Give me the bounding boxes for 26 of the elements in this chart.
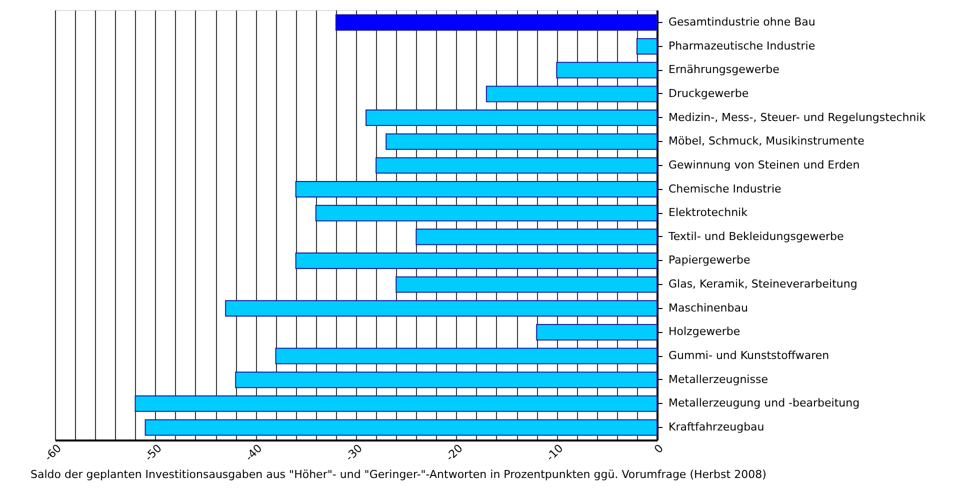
y-tick-label: Chemische Industrie [668,182,782,196]
y-tick-label: Textil- und Bekleidungsgewerbe [668,230,844,243]
y-tick-label: Metallerzeugung und -bearbeitung [668,396,860,410]
y-tick-label: Möbel, Schmuck, Musikinstrumente [668,134,865,148]
y-tick-label: Gesamtindustrie ohne Bau [668,16,816,29]
x-tick-label: -50 [142,442,164,464]
y-tick-label: Papiergewerbe [668,254,751,267]
x-tick-label: -60 [42,442,64,464]
y-tick-label: Ernährungsgewerbe [668,63,780,76]
x-tick-label: -20 [443,442,466,464]
x-axis-title: Saldo der geplanten Investitionsausgaben aus "Höher"- und "Geringer-"-Antworten in Prozentpunkten ggü. Vorumfrage (Herbst 2008) [30,468,766,481]
y-tick-label: Medizin-, Mess-, Steuer- und Regelungstechnik [668,110,926,124]
y-tick-label: Druckgewerbe [668,86,749,100]
y-tick-label: Glas, Keramik, Steineverarbeitung [668,278,858,291]
y-tick-label: Holzgewerbe [668,325,740,338]
x-tick-label: -10 [544,442,566,464]
y-tick-label: Pharmazeutische Industrie [668,39,816,52]
y-tick-label: Elektrotechnik [668,206,748,220]
y-tick-label: Gewinnung von Steinen und Erden [668,158,860,172]
y-tick-label: Gummi- und Kunststoffwaren [668,349,830,362]
y-tick-label: Metallerzeugnisse [668,372,768,386]
x-tick-label: -30 [343,442,365,464]
x-tick-label: 0 [652,442,666,456]
y-tick-label: Maschinenbau [668,301,748,314]
x-tick-label: -40 [242,442,265,464]
y-tick-label: Kraftfahrzeugbau [668,420,764,434]
